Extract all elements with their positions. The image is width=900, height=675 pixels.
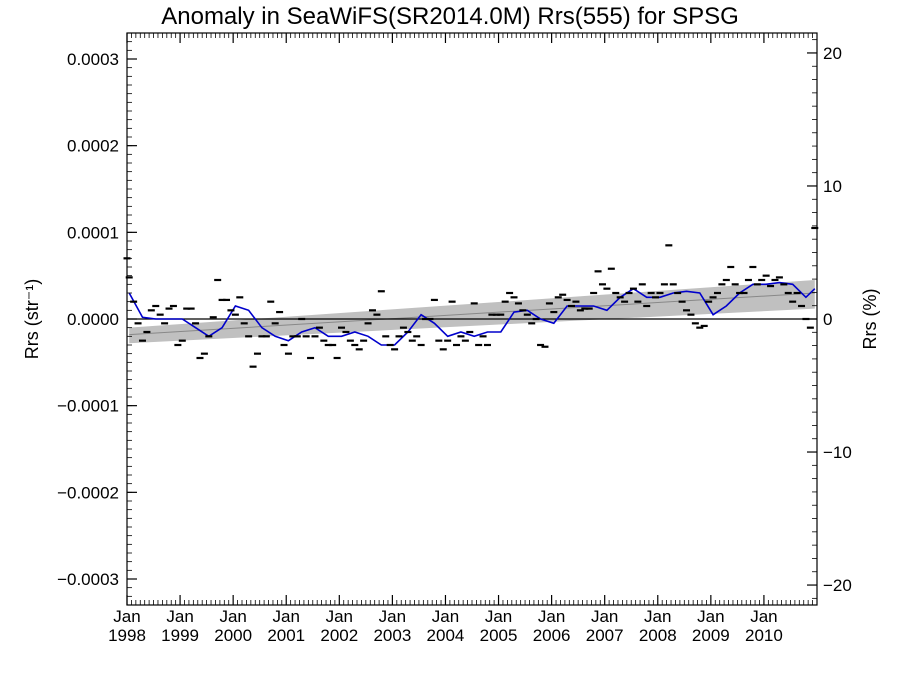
trend-center-line xyxy=(129,292,815,336)
y2-axis-title: Rrs (%) xyxy=(860,289,880,350)
chart-title: Anomaly in SeaWiFS(SR2014.0M) Rrs(555) f… xyxy=(161,3,739,30)
y-tick-label: 0.0002 xyxy=(67,137,119,156)
x-tick-label-year: 1999 xyxy=(161,626,199,645)
x-tick-label-month: Jan xyxy=(219,607,246,626)
x-tick-label-month: Jan xyxy=(644,607,671,626)
data-points-layer xyxy=(123,226,819,368)
x-tick-label-month: Jan xyxy=(591,607,618,626)
x-tick-label-year: 2002 xyxy=(320,626,358,645)
x-tick-label-month: Jan xyxy=(113,607,140,626)
y-tick-label: −0.0001 xyxy=(57,397,119,416)
y2-tick-label: 20 xyxy=(823,44,842,63)
smoothed-line-layer xyxy=(128,281,816,346)
x-tick-label-year: 2006 xyxy=(533,626,571,645)
x-tick-label-month: Jan xyxy=(697,607,724,626)
x-tick-label-year: 2007 xyxy=(586,626,624,645)
y2-tick-label: −20 xyxy=(823,576,852,595)
smoothed-series-line xyxy=(128,281,816,346)
x-tick-label-month: Jan xyxy=(750,607,777,626)
x-tick-label-month: Jan xyxy=(485,607,512,626)
y-tick-label: 0.0003 xyxy=(67,50,119,69)
x-tick-label-year: 2004 xyxy=(427,626,465,645)
x-tick-label-month: Jan xyxy=(166,607,193,626)
x-tick-label-year: 2003 xyxy=(373,626,411,645)
y2-tick-label: 0 xyxy=(823,310,832,329)
x-tick-label-year: 2009 xyxy=(692,626,730,645)
axes-layer xyxy=(126,32,818,606)
y-tick-label: −0.0002 xyxy=(57,483,119,502)
x-tick-label-year: 2001 xyxy=(267,626,305,645)
x-tick-label-year: 1998 xyxy=(108,626,146,645)
x-tick-label-year: 2005 xyxy=(480,626,518,645)
x-tick-label-year: 2000 xyxy=(214,626,252,645)
y2-tick-label: 10 xyxy=(823,177,842,196)
x-tick-label-month: Jan xyxy=(379,607,406,626)
labels-layer: −0.0003 −0.0002 −0.0001 0.0000 0.0001 0.0002 0… xyxy=(22,44,880,645)
y-tick-label: 0.0000 xyxy=(67,310,119,329)
y2-tick-label: −10 xyxy=(823,443,852,462)
x-tick-label-month: Jan xyxy=(326,607,353,626)
x-tick-label-month: Jan xyxy=(273,607,300,626)
y-tick-label: −0.0003 xyxy=(57,570,119,589)
x-tick-label-month: Jan xyxy=(538,607,565,626)
x-tick-label-year: 2008 xyxy=(639,626,677,645)
y-tick-label: 0.0001 xyxy=(67,223,119,242)
x-tick-label-month: Jan xyxy=(432,607,459,626)
x-tick-label-year: 2010 xyxy=(745,626,783,645)
y-axis-title: Rrs (str⁻¹) xyxy=(22,279,42,359)
